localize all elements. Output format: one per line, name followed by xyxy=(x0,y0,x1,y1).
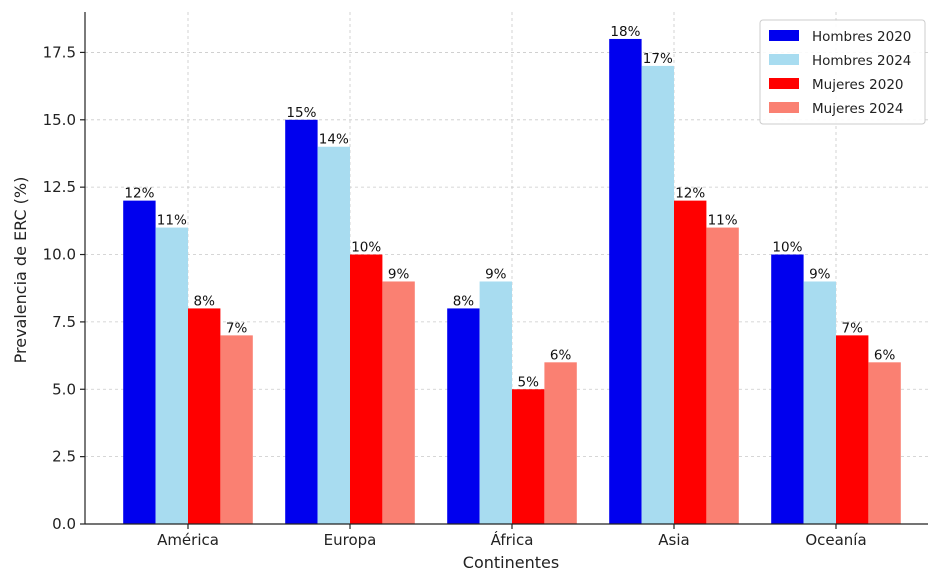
y-tick-label: 15.0 xyxy=(43,111,76,129)
y-axis-title: Prevalencia de ERC (%) xyxy=(11,177,30,364)
bar xyxy=(123,200,156,524)
bar xyxy=(220,335,253,524)
bar-value-label: 5% xyxy=(517,374,539,390)
bar xyxy=(285,119,318,524)
bar xyxy=(868,362,901,524)
x-tick-label: África xyxy=(491,530,534,549)
x-tick-label: Oceanía xyxy=(805,531,866,549)
legend-label: Hombres 2024 xyxy=(812,53,911,69)
bar-value-label: 14% xyxy=(319,132,349,148)
legend-swatch xyxy=(769,102,799,113)
data-labels: 12% 15% 8% 18% 10% 11% 14% 9% 17% 9% 8% 10% 5% 12% 7% 7… xyxy=(124,24,895,390)
legend-box xyxy=(759,19,926,125)
bar-value-label: 9% xyxy=(809,266,831,282)
y-tick-label: 17.5 xyxy=(43,43,76,61)
bar xyxy=(674,200,707,524)
y-tick-label: 0.0 xyxy=(52,515,76,533)
bar xyxy=(317,146,350,524)
bar-value-label: 7% xyxy=(226,320,248,336)
bar xyxy=(544,362,577,524)
legend: Hombres 2020 Hombres 2024 Mujeres 2020 Muje… xyxy=(759,19,926,125)
bar-value-label: 9% xyxy=(485,266,507,282)
y-tick-label: 2.5 xyxy=(52,448,76,466)
bar-value-label: 10% xyxy=(772,240,802,256)
bar-value-label: 6% xyxy=(550,347,572,363)
bar-value-label: 15% xyxy=(286,105,316,121)
x-tick-label: Europa xyxy=(324,531,377,549)
bar xyxy=(447,308,480,524)
bar-value-label: 8% xyxy=(453,293,475,309)
bar xyxy=(155,227,188,524)
bar-value-label: 18% xyxy=(610,24,640,40)
y-tick-label: 5.0 xyxy=(52,380,76,398)
y-tick-label: 12.5 xyxy=(43,178,76,196)
bar xyxy=(609,38,642,525)
bar xyxy=(771,254,804,525)
bar xyxy=(836,335,869,524)
y-tick-label: 7.5 xyxy=(52,313,76,331)
bar-value-label: 12% xyxy=(675,186,705,202)
x-tick-label: América xyxy=(157,531,219,549)
bar-value-label: 9% xyxy=(388,266,410,282)
bar xyxy=(706,227,739,524)
legend-label: Mujeres 2024 xyxy=(812,101,904,117)
bar-value-label: 6% xyxy=(874,347,896,363)
y-tick-label: 10.0 xyxy=(43,246,76,264)
bar xyxy=(350,254,383,525)
legend-swatch xyxy=(769,78,799,89)
bar xyxy=(479,281,512,524)
bars xyxy=(123,38,901,525)
x-tick-label: Asia xyxy=(658,531,689,549)
bar-value-label: 11% xyxy=(157,213,187,229)
bar-value-label: 12% xyxy=(124,186,154,202)
bar-value-label: 10% xyxy=(351,240,381,256)
legend-label: Mujeres 2020 xyxy=(812,77,904,93)
legend-swatch xyxy=(769,54,799,65)
bar xyxy=(188,308,221,524)
bar-value-label: 11% xyxy=(708,213,738,229)
bar xyxy=(641,65,674,524)
legend-label: Hombres 2020 xyxy=(812,29,911,45)
bar-value-label: 8% xyxy=(193,293,215,309)
bar xyxy=(512,389,545,524)
legend-swatch xyxy=(769,30,799,41)
bar xyxy=(803,281,836,524)
bar-value-label: 17% xyxy=(643,51,673,67)
x-axis-title: Continentes xyxy=(463,553,559,570)
bar xyxy=(382,281,415,524)
bar-value-label: 7% xyxy=(841,320,863,336)
axes: 0.0 2.5 5.0 7.5 10.0 12.5 15.0 17.5 América Europ… xyxy=(43,12,928,549)
